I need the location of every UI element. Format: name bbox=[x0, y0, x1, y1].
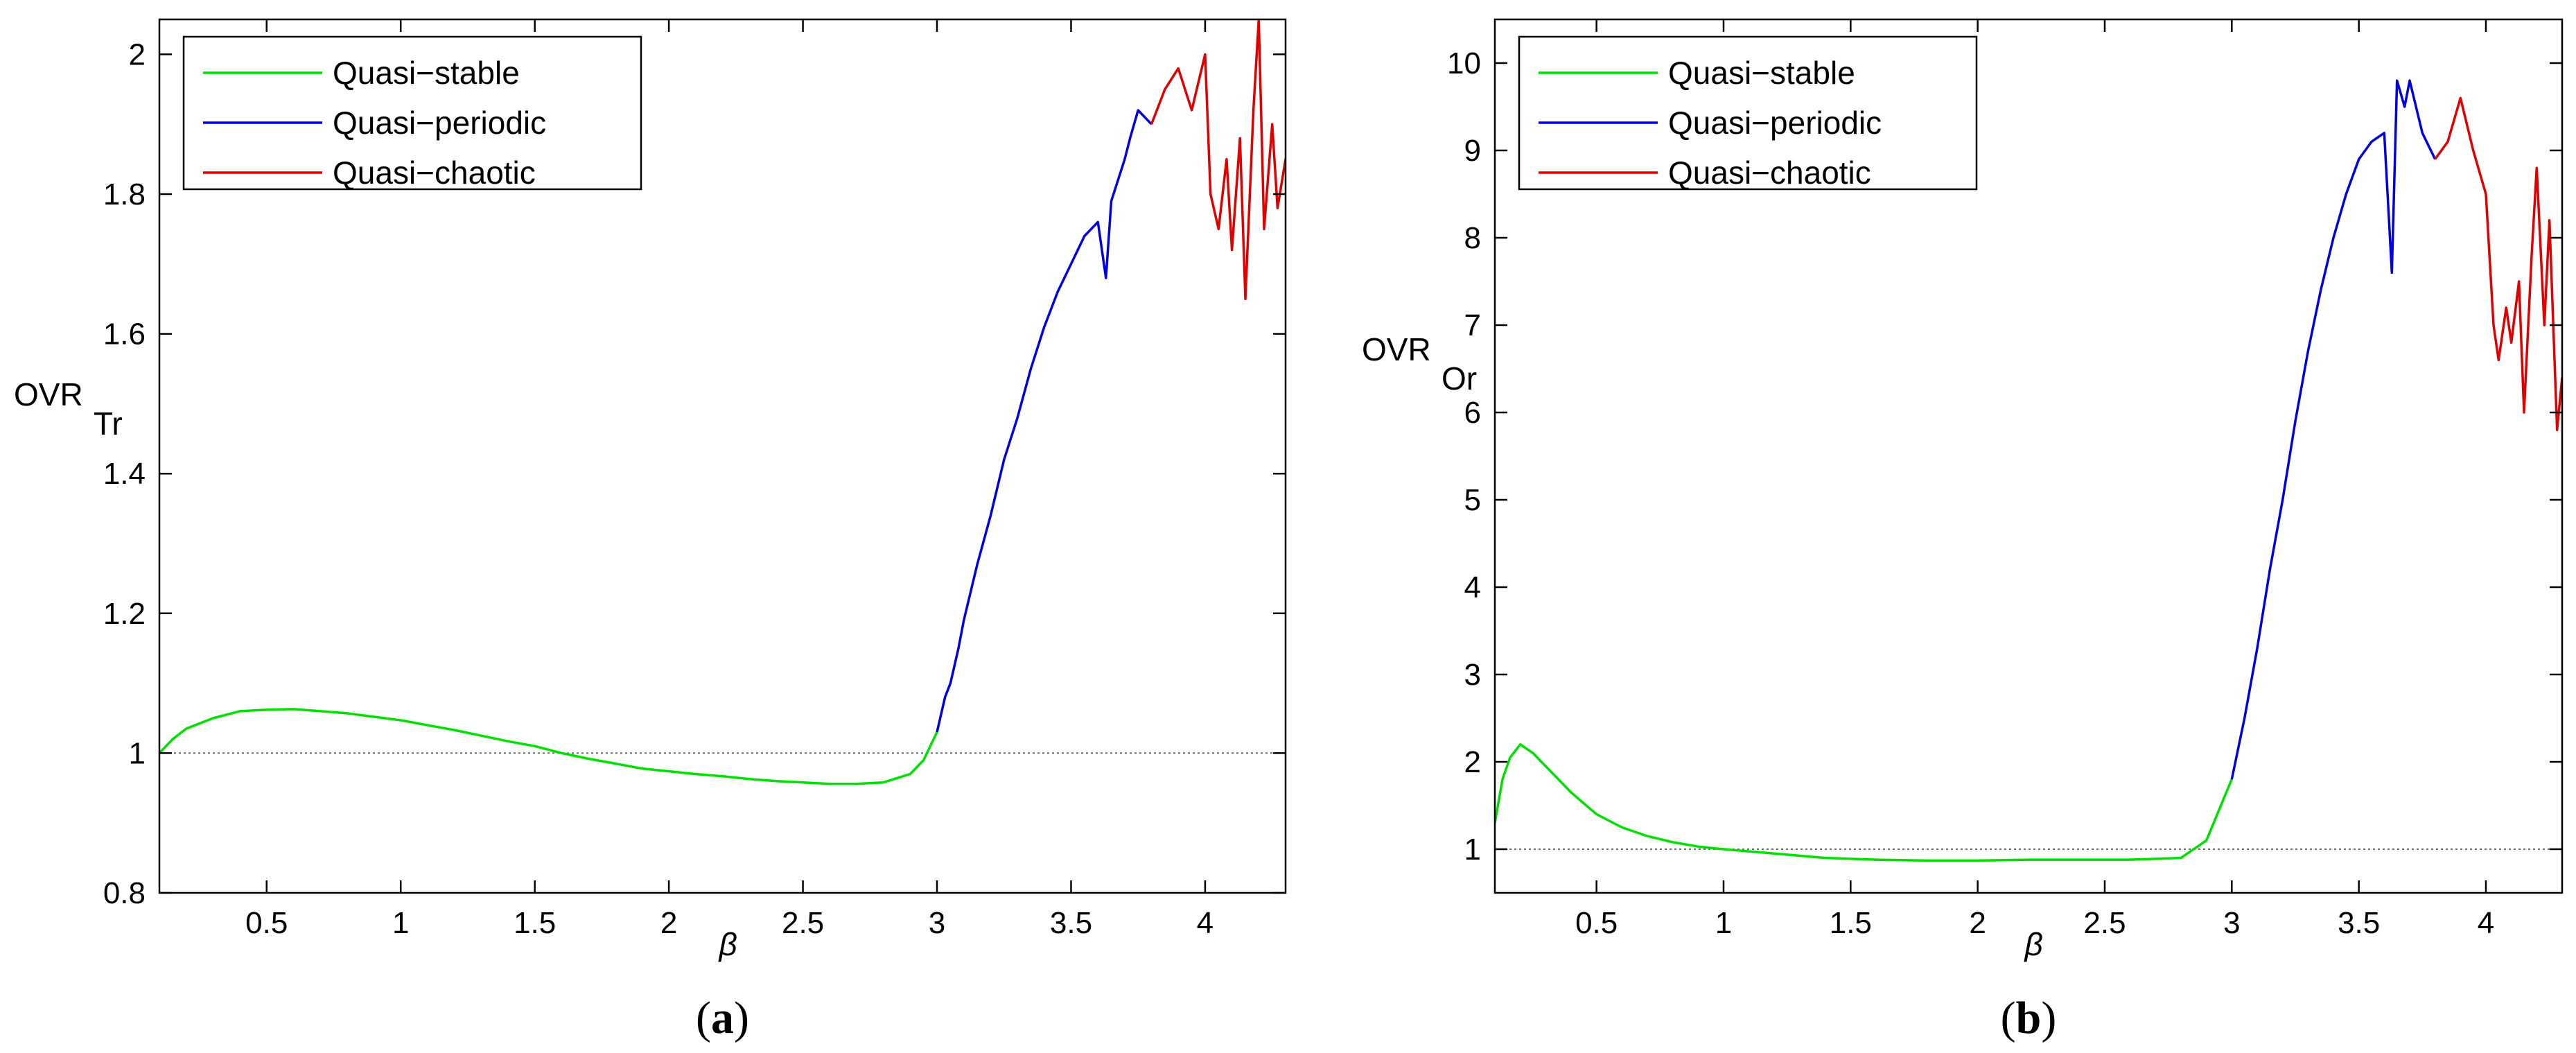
panel-letter: a bbox=[711, 993, 734, 1043]
y-tick-label: 1.2 bbox=[103, 597, 146, 631]
panel-paren-close: ) bbox=[2041, 993, 2056, 1043]
x-tick-label: 3 bbox=[929, 906, 945, 940]
x-axis-label: β bbox=[2024, 926, 2043, 962]
y-tick-label: 0.8 bbox=[103, 876, 146, 910]
y-axis-label-subscript: Or bbox=[1442, 360, 1477, 397]
y-tick-label: 6 bbox=[1464, 396, 1481, 430]
legend-label: Quasi−stable bbox=[333, 55, 520, 91]
panel-paren-close: ) bbox=[734, 993, 749, 1043]
x-tick-label: 1.5 bbox=[1830, 906, 1872, 940]
panel-paren-open: ( bbox=[2001, 993, 2016, 1043]
legend-box bbox=[1518, 35, 1978, 191]
x-tick-label: 1 bbox=[1715, 906, 1732, 940]
legend-box bbox=[182, 35, 642, 191]
series-line-quasi-periodic bbox=[2230, 79, 2437, 780]
panel-letter: b bbox=[2016, 993, 2042, 1043]
y-axis-label: OVR bbox=[14, 376, 83, 412]
legend-label: Quasi−periodic bbox=[333, 105, 546, 141]
panel-label: (a) bbox=[696, 993, 749, 1043]
x-tick-label: 2.5 bbox=[782, 906, 824, 940]
y-axis-label: OVR bbox=[1362, 331, 1431, 367]
y-tick-label: 2 bbox=[1464, 745, 1481, 779]
plot-frame bbox=[158, 18, 1287, 894]
x-tick-label: 2 bbox=[660, 906, 677, 940]
x-tick-label: 2 bbox=[1969, 906, 1986, 940]
x-tick-label: 3.5 bbox=[1050, 906, 1092, 940]
x-tick-label: 2.5 bbox=[2083, 906, 2126, 940]
plot-frame bbox=[1493, 18, 2564, 894]
legend-label: Quasi−chaotic bbox=[1668, 155, 1871, 191]
legend-label: Quasi−chaotic bbox=[333, 155, 536, 191]
y-tick-label: 1.6 bbox=[103, 317, 146, 351]
y-tick-label: 1.8 bbox=[103, 177, 146, 211]
legend-label: Quasi−periodic bbox=[1668, 105, 1882, 141]
y-tick-label: 4 bbox=[1464, 571, 1481, 604]
y-tick-label: 5 bbox=[1464, 483, 1481, 517]
panel-label: (b) bbox=[2001, 993, 2057, 1043]
series-line-quasi-periodic bbox=[936, 109, 1153, 733]
series-line-quasi-stable bbox=[1495, 743, 2233, 862]
y-tick-label: 9 bbox=[1464, 134, 1481, 168]
x-tick-label: 1.5 bbox=[514, 906, 556, 940]
y-axis-label-subscript: Tr bbox=[94, 406, 123, 442]
chart-panel-b: 0.5 1 1.5 2 2.5 3 3.5 4 1 2 3 4 5 6 7 8 9 10 β OVR Or Quasi−s… bbox=[1362, 18, 2564, 1043]
y-tick-label: 2 bbox=[129, 37, 146, 71]
x-tick-label: 0.5 bbox=[1575, 906, 1618, 940]
y-tick-label: 1 bbox=[1464, 833, 1481, 867]
y-tick-label: 1 bbox=[129, 736, 146, 770]
y-tick-label: 1.4 bbox=[103, 457, 146, 491]
series-line-quasi-chaotic bbox=[2434, 96, 2562, 431]
x-tick-label: 3.5 bbox=[2338, 906, 2380, 940]
series-line-quasi-stable bbox=[159, 708, 938, 785]
legend-label: Quasi−stable bbox=[1668, 55, 1855, 91]
y-tick-label: 7 bbox=[1464, 308, 1481, 342]
x-tick-label: 0.5 bbox=[245, 906, 288, 940]
chart-panel-a: 0.5 1 1.5 2 2.5 3 3.5 4 0.8 1 1.2 1.4 1.6 1.8 2 β OVR Tr Q… bbox=[14, 18, 1287, 1043]
x-axis-label: β bbox=[717, 926, 737, 962]
y-tick-label: 3 bbox=[1464, 658, 1481, 692]
x-tick-label: 3 bbox=[2223, 906, 2240, 940]
panel-paren-open: ( bbox=[696, 993, 711, 1043]
series-line-quasi-chaotic bbox=[1150, 19, 1286, 300]
x-tick-label: 1 bbox=[392, 906, 409, 940]
x-tick-label: 4 bbox=[1197, 906, 1213, 940]
y-tick-label: 10 bbox=[1447, 46, 1481, 80]
x-tick-label: 4 bbox=[2478, 906, 2494, 940]
y-tick-label: 8 bbox=[1464, 221, 1481, 255]
